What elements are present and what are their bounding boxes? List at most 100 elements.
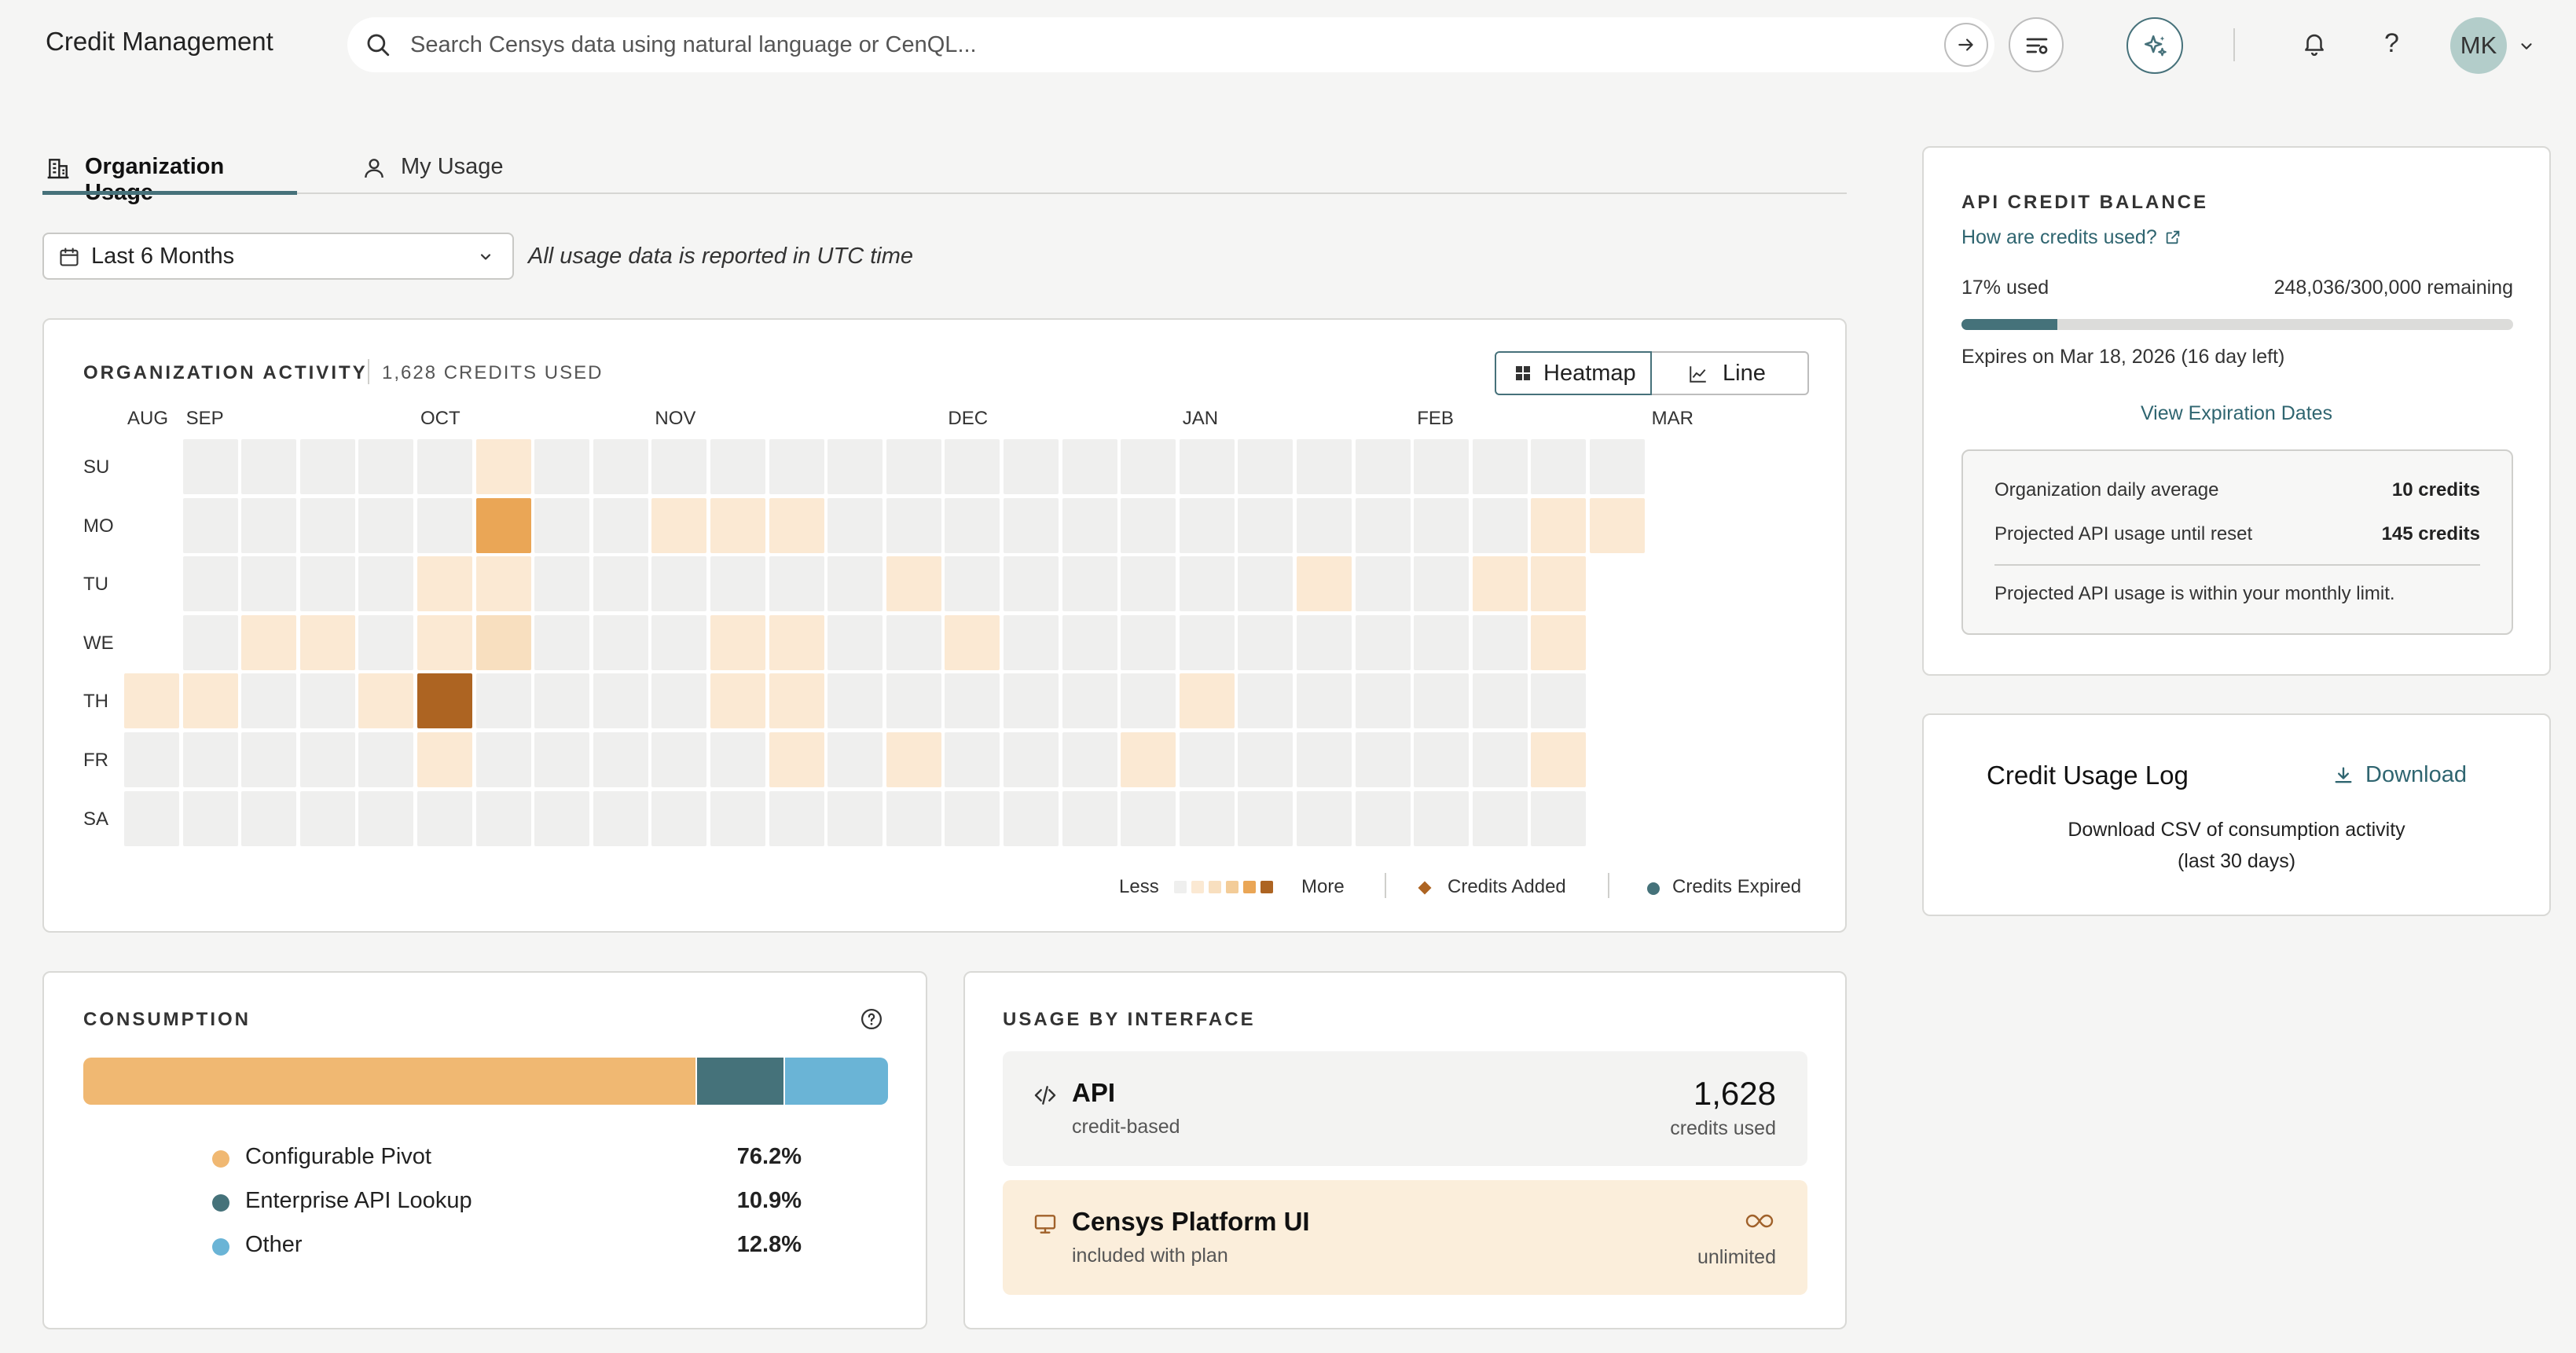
heatmap-cell[interactable] — [534, 790, 590, 846]
heatmap-cell[interactable] — [1297, 790, 1352, 846]
heatmap-cell[interactable] — [1414, 673, 1470, 729]
heatmap-cell[interactable] — [1355, 673, 1411, 729]
heatmap-cell[interactable] — [475, 732, 531, 787]
heatmap-cell[interactable] — [1531, 673, 1587, 729]
heatmap-cell[interactable] — [1472, 790, 1528, 846]
heatmap-cell[interactable] — [710, 614, 765, 670]
heatmap-cell[interactable] — [1062, 732, 1117, 787]
heatmap-cell[interactable] — [827, 614, 883, 670]
heatmap-cell[interactable] — [769, 790, 824, 846]
heatmap-cell[interactable] — [593, 790, 648, 846]
tab-organization-usage[interactable]: Organization Usage — [46, 154, 297, 205]
heatmap-cell[interactable] — [124, 673, 179, 729]
heatmap-cell[interactable] — [1238, 439, 1294, 494]
heatmap-cell[interactable] — [827, 497, 883, 553]
heatmap-cell[interactable] — [1238, 497, 1294, 553]
heatmap-cell[interactable] — [1414, 556, 1470, 612]
help-icon[interactable]: ? — [2384, 28, 2399, 58]
heatmap-cell[interactable] — [182, 673, 238, 729]
heatmap-cell[interactable] — [886, 790, 941, 846]
heatmap-cell[interactable] — [710, 497, 765, 553]
heatmap-cell[interactable] — [241, 732, 297, 787]
heatmap-cell[interactable] — [1472, 556, 1528, 612]
heatmap-cell[interactable] — [417, 439, 472, 494]
heatmap-cell[interactable] — [1355, 497, 1411, 553]
heatmap-cell[interactable] — [299, 614, 355, 670]
heatmap-cell[interactable] — [1531, 439, 1587, 494]
heatmap-cell[interactable] — [651, 497, 707, 553]
heatmap-cell[interactable] — [710, 790, 765, 846]
heatmap-cell[interactable] — [651, 556, 707, 612]
heatmap-cell[interactable] — [1531, 790, 1587, 846]
heatmap-cell[interactable] — [1179, 439, 1235, 494]
heatmap-cell[interactable] — [1414, 497, 1470, 553]
heatmap-cell[interactable] — [475, 673, 531, 729]
heatmap-cell[interactable] — [417, 497, 472, 553]
heatmap-cell[interactable] — [593, 556, 648, 612]
heatmap-cell[interactable] — [1238, 556, 1294, 612]
heatmap-cell[interactable] — [1179, 673, 1235, 729]
heatmap-cell[interactable] — [1004, 614, 1059, 670]
heatmap-cell[interactable] — [593, 673, 648, 729]
heatmap-cell[interactable] — [886, 732, 941, 787]
help-circle-icon[interactable] — [860, 1007, 883, 1031]
view-expiration-dates-link[interactable]: View Expiration Dates — [2140, 402, 2333, 424]
heatmap-cell[interactable] — [1414, 614, 1470, 670]
heatmap-cell[interactable] — [710, 732, 765, 787]
heatmap-cell[interactable] — [1238, 732, 1294, 787]
heatmap-cell[interactable] — [124, 732, 179, 787]
heatmap-cell[interactable] — [945, 614, 1000, 670]
heatmap-cell[interactable] — [945, 673, 1000, 729]
heatmap-cell[interactable] — [945, 497, 1000, 553]
heatmap-cell[interactable] — [1414, 732, 1470, 787]
heatmap-cell[interactable] — [534, 673, 590, 729]
heatmap-cell[interactable] — [1062, 556, 1117, 612]
heatmap-cell[interactable] — [299, 556, 355, 612]
heatmap-cell[interactable] — [417, 673, 472, 729]
heatmap-cell[interactable] — [651, 673, 707, 729]
download-button[interactable]: Download — [2332, 762, 2467, 788]
heatmap-cell[interactable] — [475, 790, 531, 846]
heatmap-cell[interactable] — [1531, 497, 1587, 553]
heatmap-cell[interactable] — [769, 614, 824, 670]
heatmap-cell[interactable] — [1297, 497, 1352, 553]
heatmap-cell[interactable] — [827, 732, 883, 787]
heatmap-cell[interactable] — [1121, 790, 1176, 846]
heatmap-cell[interactable] — [1179, 614, 1235, 670]
heatmap-cell[interactable] — [651, 439, 707, 494]
heatmap-cell[interactable] — [417, 556, 472, 612]
heatmap-cell[interactable] — [1355, 614, 1411, 670]
heatmap-cell[interactable] — [358, 790, 414, 846]
heatmap-cell[interactable] — [1531, 614, 1587, 670]
heatmap-cell[interactable] — [182, 556, 238, 612]
heatmap-cell[interactable] — [886, 556, 941, 612]
heatmap-cell[interactable] — [241, 673, 297, 729]
heatmap-cell[interactable] — [1062, 790, 1117, 846]
heatmap-cell[interactable] — [417, 790, 472, 846]
heatmap-cell[interactable] — [1121, 497, 1176, 553]
heatmap-cell[interactable] — [827, 556, 883, 612]
heatmap-cell[interactable] — [182, 439, 238, 494]
heatmap-cell[interactable] — [1297, 439, 1352, 494]
heatmap-cell[interactable] — [1062, 439, 1117, 494]
date-range-select[interactable]: Last 6 Months — [42, 233, 514, 280]
heatmap-cell[interactable] — [1531, 732, 1587, 787]
heatmap-cell[interactable] — [182, 732, 238, 787]
heatmap-cell[interactable] — [417, 732, 472, 787]
heatmap-cell[interactable] — [651, 732, 707, 787]
heatmap-cell[interactable] — [886, 614, 941, 670]
heatmap-cell[interactable] — [299, 673, 355, 729]
heatmap-cell[interactable] — [1355, 732, 1411, 787]
heatmap-cell[interactable] — [299, 497, 355, 553]
heatmap-cell[interactable] — [1414, 790, 1470, 846]
heatmap-cell[interactable] — [945, 556, 1000, 612]
avatar[interactable]: MK — [2450, 17, 2507, 74]
heatmap-cell[interactable] — [241, 439, 297, 494]
heatmap-cell[interactable] — [475, 439, 531, 494]
line-toggle-button[interactable]: Line — [1652, 351, 1809, 395]
heatmap-cell[interactable] — [886, 673, 941, 729]
heatmap-cell[interactable] — [358, 439, 414, 494]
heatmap-cell[interactable] — [1121, 673, 1176, 729]
heatmap-cell[interactable] — [1062, 673, 1117, 729]
heatmap-cell[interactable] — [534, 439, 590, 494]
